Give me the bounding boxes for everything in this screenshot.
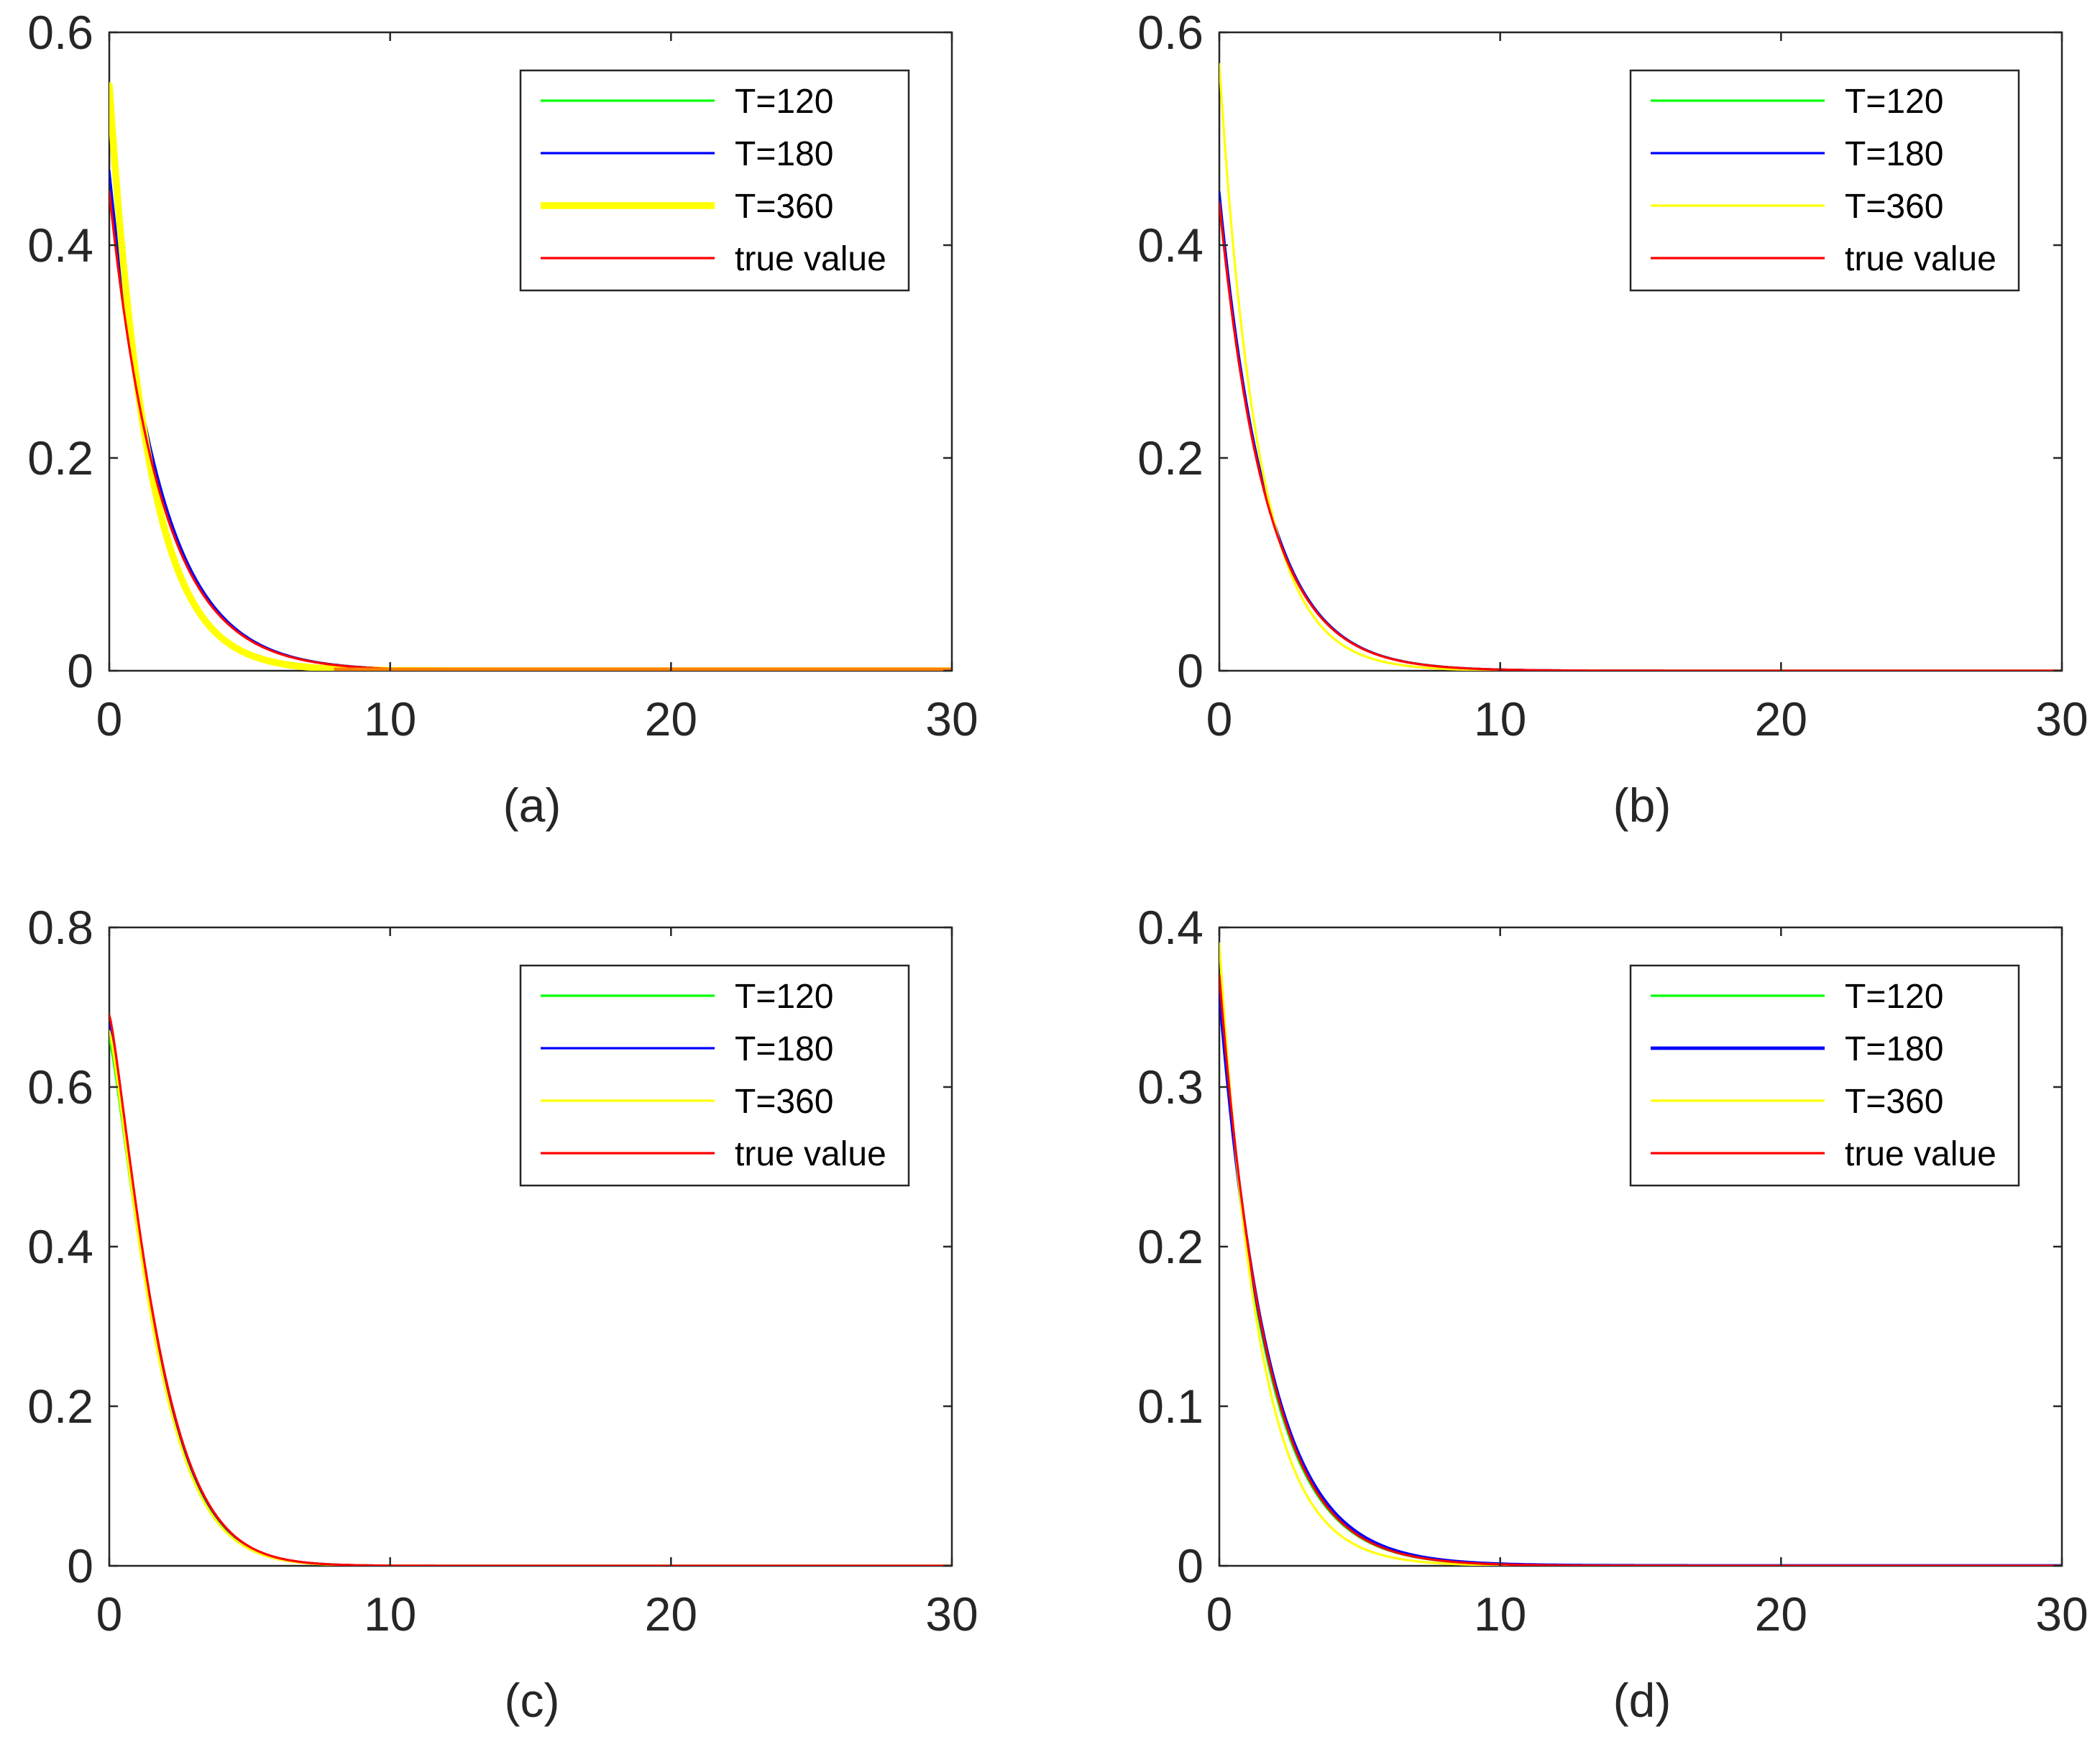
panel-caption-c: (c) bbox=[505, 1674, 560, 1727]
legend-label-b-3: true value bbox=[1845, 240, 1996, 278]
x-tick-label-c-2: 20 bbox=[645, 1587, 697, 1641]
x-tick-label-d-1: 10 bbox=[1474, 1587, 1526, 1641]
chart-panel-a: 0 10 20 30 0 0.2 0.4 0.6 (a) T=120 T=180 T=360 true … bbox=[27, 6, 978, 832]
series-group-c bbox=[109, 1014, 952, 1566]
x-tick-label-b-0: 0 bbox=[1206, 692, 1233, 746]
legend-label-d-0: T=120 bbox=[1845, 978, 1943, 1016]
legend-box-c bbox=[519, 964, 910, 1187]
x-tick-label-b-2: 20 bbox=[1755, 692, 1807, 746]
y-tick-label-d-0: 0 bbox=[1177, 1539, 1203, 1592]
series-line-d-3 bbox=[1219, 973, 2062, 1566]
x-tick-label-a-2: 20 bbox=[645, 692, 697, 746]
legend-label-d-3: true value bbox=[1845, 1135, 1996, 1173]
y-tick-label-c-0: 0 bbox=[67, 1539, 93, 1592]
legend-c: T=120 T=180 T=360 true value bbox=[519, 964, 910, 1187]
legend-label-a-2: T=360 bbox=[735, 188, 833, 226]
legend-box-a bbox=[519, 69, 910, 292]
series-line-b-2 bbox=[1219, 63, 2062, 671]
x-tick-label-c-3: 30 bbox=[925, 1587, 978, 1641]
legend-b: T=120 T=180 T=360 true value bbox=[1629, 69, 2020, 292]
legend-label-c-2: T=360 bbox=[735, 1083, 833, 1121]
legend-d: T=120 T=180 T=360 true value bbox=[1629, 964, 2020, 1187]
y-tick-label-b-3: 0.6 bbox=[1137, 6, 1203, 59]
x-tick-label-b-3: 30 bbox=[2035, 692, 2088, 746]
legend-label-c-1: T=180 bbox=[735, 1030, 833, 1068]
y-tick-label-c-1: 0.2 bbox=[27, 1380, 93, 1433]
panel-caption-a: (a) bbox=[503, 779, 561, 832]
series-line-c-3 bbox=[109, 1014, 952, 1566]
legend-box-b bbox=[1629, 69, 2020, 292]
panel-caption-d: (d) bbox=[1613, 1674, 1672, 1727]
y-tick-label-c-4: 0.8 bbox=[27, 901, 93, 954]
legend-label-b-1: T=180 bbox=[1845, 135, 1943, 173]
series-line-d-2 bbox=[1219, 942, 2062, 1566]
y-tick-label-a-2: 0.4 bbox=[27, 219, 93, 272]
x-tick-label-d-3: 30 bbox=[2035, 1587, 2088, 1641]
chart-panel-c: 0 10 20 30 0 0.2 0.4 0.6 0.8 (c) T=120 T=180 T=360 tr… bbox=[27, 901, 978, 1727]
y-tick-label-b-1: 0.2 bbox=[1137, 431, 1203, 485]
x-tick-label-b-1: 10 bbox=[1474, 692, 1526, 746]
y-tick-label-d-4: 0.4 bbox=[1137, 901, 1203, 954]
legend-label-c-0: T=120 bbox=[735, 978, 833, 1016]
series-line-c-2 bbox=[109, 1030, 952, 1566]
series-group-a bbox=[109, 82, 952, 671]
y-tick-label-d-3: 0.3 bbox=[1137, 1060, 1203, 1114]
chart-panel-b: 0 10 20 30 0 0.2 0.4 0.6 (b) T=120 T=180 T=360 true … bbox=[1137, 6, 2088, 832]
x-tick-label-a-0: 0 bbox=[96, 692, 123, 746]
y-tick-label-c-3: 0.6 bbox=[27, 1060, 93, 1114]
legend-label-d-2: T=360 bbox=[1845, 1083, 1943, 1121]
legend-a: T=120 T=180 T=360 true value bbox=[519, 69, 910, 292]
legend-label-a-3: true value bbox=[735, 240, 886, 278]
y-tick-label-d-2: 0.2 bbox=[1137, 1220, 1203, 1273]
legend-label-b-2: T=360 bbox=[1845, 188, 1943, 226]
y-tick-label-a-0: 0 bbox=[67, 644, 93, 697]
x-tick-label-c-0: 0 bbox=[96, 1587, 123, 1641]
y-tick-label-d-1: 0.1 bbox=[1137, 1380, 1203, 1433]
legend-label-a-0: T=120 bbox=[735, 83, 833, 121]
legend-box-d bbox=[1629, 964, 2020, 1187]
series-line-a-2 bbox=[109, 82, 952, 671]
legend-label-d-1: T=180 bbox=[1845, 1030, 1943, 1068]
y-tick-label-b-2: 0.4 bbox=[1137, 219, 1203, 272]
chart-panel-d: 0 10 20 30 0 0.1 0.2 0.3 0.4 (d) T=120 T=180 T=360 tr… bbox=[1137, 901, 2088, 1727]
y-tick-label-c-2: 0.4 bbox=[27, 1220, 93, 1273]
x-tick-label-a-3: 30 bbox=[925, 692, 978, 746]
x-tick-label-c-1: 10 bbox=[364, 1587, 416, 1641]
y-tick-label-a-3: 0.6 bbox=[27, 6, 93, 59]
y-tick-label-a-1: 0.2 bbox=[27, 431, 93, 485]
x-tick-label-a-1: 10 bbox=[364, 692, 416, 746]
legend-label-c-3: true value bbox=[735, 1135, 886, 1173]
legend-label-b-0: T=120 bbox=[1845, 83, 1943, 121]
x-tick-label-d-2: 20 bbox=[1755, 1587, 1807, 1641]
panel-caption-b: (b) bbox=[1613, 779, 1672, 832]
series-group-d bbox=[1219, 942, 2062, 1566]
y-tick-label-b-0: 0 bbox=[1177, 644, 1203, 697]
x-tick-label-d-0: 0 bbox=[1206, 1587, 1233, 1641]
legend-label-a-1: T=180 bbox=[735, 135, 833, 173]
series-line-b-3 bbox=[1219, 201, 2062, 671]
series-group-b bbox=[1219, 63, 2062, 671]
